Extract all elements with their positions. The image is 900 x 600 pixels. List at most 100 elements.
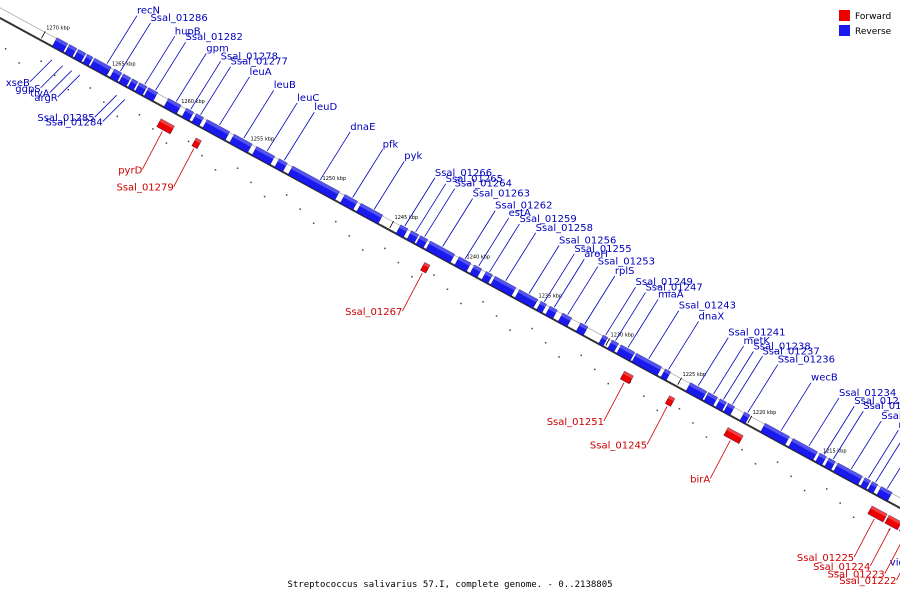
gene-ssal-01237-body	[723, 402, 735, 416]
gene-dnae-label: dnaE	[350, 122, 375, 133]
gene-miaa-shade	[619, 344, 635, 356]
gene-ssal-01279	[191, 137, 202, 149]
gene-ssal-01284-body	[127, 78, 139, 91]
axis-dot-mark	[312, 222, 315, 225]
gene-ssal-01238-shade	[718, 398, 727, 406]
gene-ssal-01279-label: Ssal_01279	[116, 183, 173, 194]
axis-dot-mark	[482, 301, 484, 303]
axis-dot-mark	[531, 327, 533, 330]
gene-ssal-01231-label: Ssal_01231	[863, 401, 900, 412]
gene-leub-label: leuB	[274, 80, 296, 91]
kbp-tick-label: 1245 kbp	[395, 215, 419, 221]
gene-tlya	[73, 49, 86, 63]
gene-ssal-01259-shade	[484, 271, 493, 278]
gene-ssal-01232-shade	[818, 453, 827, 460]
gene-ssal-01251-shade	[623, 371, 634, 379]
gene-ssal-01224-shade	[887, 515, 900, 525]
gene-enda	[876, 486, 893, 502]
gene-leub-leader	[243, 89, 275, 139]
gene-ssal-01256-leader	[528, 245, 560, 294]
gene-ssal-01263	[425, 240, 455, 264]
gene-ssal-01225-label: Ssal_01225	[797, 553, 854, 564]
gene-ssal-01241	[685, 382, 707, 401]
axis-dot-mark	[593, 368, 596, 371]
gene-esta-shade	[472, 264, 482, 272]
gene-dnax-label: dnaX	[699, 311, 725, 322]
gene-dnax	[660, 368, 671, 381]
gene-ssal-01232	[815, 452, 827, 466]
gene-ssal-01266-body	[395, 224, 409, 238]
kbp-tick-label: 1265 kbp	[112, 61, 136, 67]
gene-ssal-01243-shade	[634, 353, 662, 370]
gene-gpm-body	[163, 98, 182, 115]
gene-pfk	[339, 194, 358, 211]
gene-leuc-shade	[255, 146, 275, 160]
gene-ssal-01228-body	[867, 481, 878, 494]
gene-enda-shade	[879, 486, 893, 496]
gene-esta-body	[469, 264, 482, 278]
axis-dot-mark	[89, 87, 92, 89]
axis-dot-mark	[362, 249, 364, 251]
gene-xseb-body	[51, 37, 68, 53]
axis-dot-mark	[607, 382, 609, 385]
gene-ssal-01263-shade	[428, 240, 455, 258]
gene-ssal-01228-shade	[870, 481, 878, 488]
gene-ssal-01245-body	[664, 395, 676, 407]
gene-argr-body	[82, 54, 94, 67]
gene-xseb	[51, 37, 68, 53]
gene-ssal-01258-leader	[505, 232, 536, 281]
axis-dot-mark	[138, 113, 141, 116]
gene-ssal-01282-leader	[155, 41, 186, 91]
gene-mura-body	[860, 477, 871, 490]
gene-ssal-01263-body	[425, 240, 455, 264]
axis-dot-mark	[67, 88, 69, 91]
gene-pyrd-label: pyrD	[118, 165, 142, 176]
gene-dnax-leader	[668, 321, 699, 370]
gene-ssal-01282-label: Ssal_01282	[186, 32, 243, 43]
gene-ssal-01247-body	[607, 339, 619, 353]
legend-reverse-swatch	[839, 25, 850, 36]
gene-ssal-01256-shade	[517, 289, 538, 303]
axis-dot-mark	[825, 488, 828, 490]
gene-rpls-label: rplS	[615, 266, 635, 277]
gene-ssal-01264-label: Ssal_01264	[455, 179, 512, 190]
gene-tlya-shade	[76, 49, 86, 57]
axis-dot-mark	[4, 47, 7, 50]
gene-ssal-01223-label: Ssal_01223	[827, 570, 884, 581]
axis-dot-mark	[335, 220, 337, 223]
gene-hupb-shade	[138, 82, 147, 90]
gene-gpm-leader	[175, 53, 207, 102]
gene-ssal-01255-leader	[544, 253, 575, 303]
legend-forward-label: Forward	[855, 12, 891, 22]
kbp-tick-label: 1225 kbp	[683, 372, 707, 378]
gene-esta-label: estA	[509, 208, 531, 219]
gene-ssal-01232-body	[815, 452, 827, 466]
gene-argr-leader	[57, 74, 81, 98]
gene-ssal-01237-shade	[726, 403, 735, 410]
axis-dot-mark	[460, 302, 462, 305]
gene-leua	[202, 119, 230, 141]
gene-pfk-shade	[343, 194, 358, 205]
gene-leud-body	[274, 158, 288, 173]
gene-ssal-01286-shade	[112, 68, 122, 76]
gene-tlya-label: tlyA	[30, 89, 50, 100]
gene-hupb-body	[134, 82, 148, 96]
gene-ssal-01265-shade	[409, 230, 419, 238]
axis-dot-mark	[678, 407, 681, 410]
gene-ssal-01253-leader	[567, 266, 599, 315]
gene-ssal-01284-label: Ssal_01284	[45, 118, 102, 129]
gene-leua-body	[202, 119, 230, 141]
gene-ssal-01259-body	[481, 271, 493, 284]
gene-ssal-01247-shade	[610, 339, 619, 347]
gene-ssal-01236-body	[739, 411, 751, 424]
gene-ssal-01255-shade	[539, 301, 547, 308]
kbp-tick-mark	[41, 31, 46, 39]
gene-ssal-01230-label: Ssal_01230	[881, 411, 900, 422]
genome-caption: Streptococcus salivarius 57.I, complete …	[287, 580, 612, 590]
gene-ssal-01228-leader	[875, 442, 900, 483]
gene-gpm	[163, 98, 182, 115]
gene-ssal-01279-leader	[173, 148, 195, 187]
gene-recn-label: recN	[137, 6, 160, 17]
gene-ssal-01266-label: Ssal_01266	[435, 168, 492, 179]
axis-dot-mark	[384, 247, 386, 250]
